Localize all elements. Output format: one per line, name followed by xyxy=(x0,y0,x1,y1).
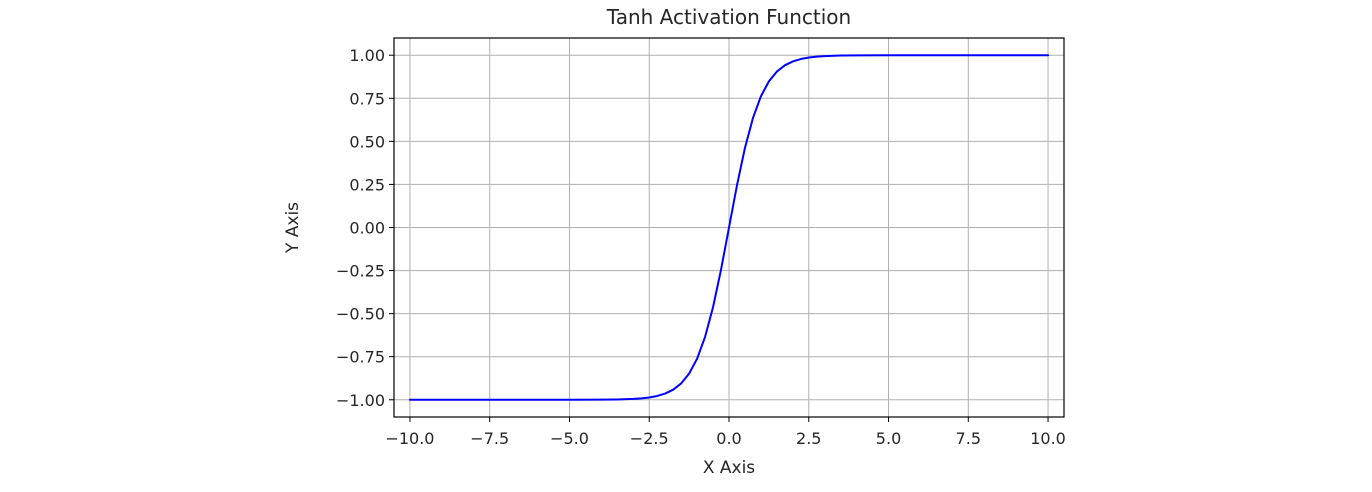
y-axis-label: Y Axis xyxy=(283,202,303,254)
y-tick-label: −0.25 xyxy=(336,262,385,281)
y-tick-label: 0.25 xyxy=(349,175,385,194)
tanh-series-line xyxy=(408,54,1050,401)
y-tick-label: −0.50 xyxy=(336,305,385,324)
ticks: −10.0 −7.5 −5.0 −2.5 0.0 2.5 5.0 7.5 10.0 −1.00 −0… xyxy=(336,46,1066,448)
y-tick-label: 0.00 xyxy=(349,219,385,238)
y-tick-label: −0.75 xyxy=(336,348,385,367)
series-layer xyxy=(408,54,1050,401)
y-tick-label: 1.00 xyxy=(349,46,385,65)
x-tick-label: 10.0 xyxy=(1030,429,1066,448)
y-tick-label: −1.00 xyxy=(336,391,385,410)
x-tick-label: −5.0 xyxy=(550,429,589,448)
x-tick-label: 0.0 xyxy=(716,429,741,448)
x-tick-label: −10.0 xyxy=(385,429,434,448)
x-tick-label: −2.5 xyxy=(630,429,669,448)
x-tick-label: −7.5 xyxy=(470,429,509,448)
x-tick-label: 7.5 xyxy=(956,429,981,448)
chart-title: Tanh Activation Function xyxy=(606,5,851,29)
y-tick-label: 0.50 xyxy=(349,132,385,151)
x-tick-label: 2.5 xyxy=(796,429,821,448)
x-tick-label: 5.0 xyxy=(876,429,901,448)
x-axis-label: X Axis xyxy=(703,458,755,478)
y-tick-label: 0.75 xyxy=(349,89,385,108)
